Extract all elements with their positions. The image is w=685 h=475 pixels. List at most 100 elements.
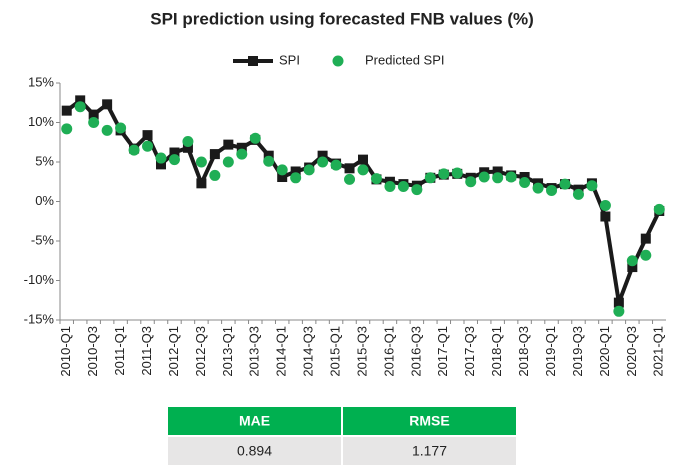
x-tick-label: 2020-Q1 xyxy=(597,326,612,377)
predicted-point xyxy=(249,132,261,144)
x-tick-label: 2012-Q1 xyxy=(166,326,181,377)
spi-marker xyxy=(169,147,180,158)
y-tick-label: 5% xyxy=(35,153,54,168)
table-header: MAE xyxy=(239,413,270,429)
spi-marker xyxy=(223,139,234,150)
spi-marker xyxy=(492,166,503,177)
x-tick-label: 2011-Q1 xyxy=(112,326,127,376)
predicted-point xyxy=(61,123,73,135)
x-tick-label: 2013-Q1 xyxy=(220,326,235,377)
predicted-point xyxy=(653,203,665,215)
spi-line xyxy=(65,97,662,311)
spi-marker xyxy=(88,109,99,120)
predicted-point xyxy=(344,173,356,185)
predicted-point xyxy=(222,156,234,168)
legend-label: SPI xyxy=(279,52,300,67)
x-tick-label: 2021-Q1 xyxy=(651,326,666,377)
y-tick-label: 0% xyxy=(35,193,54,208)
predicted-point xyxy=(182,135,194,147)
predicted-point xyxy=(599,199,611,211)
legend-marker xyxy=(332,55,344,67)
x-tick-label: 2017-Q1 xyxy=(435,326,450,377)
table-header-cell xyxy=(343,407,516,435)
x-tick-label: 2019-Q3 xyxy=(570,326,585,377)
predicted-point xyxy=(438,168,450,180)
legend-marker xyxy=(248,56,258,66)
predicted-point xyxy=(370,173,382,185)
spi-marker xyxy=(317,150,328,161)
spi-marker xyxy=(102,99,113,110)
x-tick-label: 2015-Q3 xyxy=(354,326,369,377)
predicted-point xyxy=(559,178,571,190)
spi-marker xyxy=(277,172,288,183)
table-header-cell xyxy=(168,407,341,435)
predicted-point xyxy=(357,164,369,176)
spi-marker xyxy=(263,150,274,161)
x-tick-label: 2020-Q3 xyxy=(624,326,639,377)
predicted-point xyxy=(451,167,463,179)
y-tick-label: -10% xyxy=(24,272,55,287)
predicted-point xyxy=(115,122,127,134)
table-value: 1.177 xyxy=(412,443,447,459)
spi-marker xyxy=(519,172,530,183)
predicted-point xyxy=(155,152,167,164)
predicted-point xyxy=(101,124,113,136)
predicted-point xyxy=(532,182,544,194)
predicted-point xyxy=(465,176,477,188)
predicted-point xyxy=(128,144,140,156)
predicted-point xyxy=(546,184,558,196)
y-tick-label: 15% xyxy=(28,74,54,89)
predicted-point xyxy=(142,140,154,152)
table-value: 0.894 xyxy=(237,443,272,459)
predicted-point xyxy=(317,156,329,168)
x-tick-label: 2011-Q3 xyxy=(139,326,154,376)
predicted-point xyxy=(209,169,221,181)
predicted-point xyxy=(290,172,302,184)
predicted-point xyxy=(263,155,275,167)
spi-marker xyxy=(61,105,72,116)
predicted-point xyxy=(640,249,652,261)
x-tick-label: 2016-Q3 xyxy=(408,326,423,377)
spi-marker xyxy=(196,178,207,189)
predicted-point xyxy=(586,180,598,192)
spi-marker xyxy=(142,130,153,141)
spi-marker xyxy=(290,166,301,177)
predicted-point xyxy=(74,101,86,113)
predicted-point xyxy=(88,117,100,128)
x-tick-label: 2014-Q1 xyxy=(274,326,289,377)
spi-marker xyxy=(156,159,166,170)
predicted-point xyxy=(626,255,638,267)
spi-marker xyxy=(627,262,638,273)
predicted-point xyxy=(384,180,396,192)
x-tick-label: 2012-Q3 xyxy=(193,326,208,377)
spi-marker xyxy=(613,297,624,308)
predicted-point xyxy=(236,148,248,160)
spi-marker xyxy=(344,163,355,174)
y-tick-label: -5% xyxy=(31,232,55,247)
x-tick-label: 2010-Q3 xyxy=(85,326,100,377)
table-cell xyxy=(168,437,341,465)
predicted-point xyxy=(397,180,409,192)
predicted-point xyxy=(478,171,490,183)
predicted-point xyxy=(168,154,180,166)
x-tick-label: 2016-Q1 xyxy=(381,326,396,377)
spi-marker xyxy=(182,142,193,153)
table-cell xyxy=(343,437,516,465)
predicted-point xyxy=(303,164,315,176)
spi-marker xyxy=(75,95,86,106)
spi-marker xyxy=(600,211,611,222)
predicted-point xyxy=(519,177,531,189)
predicted-point xyxy=(330,159,342,171)
predicted-point xyxy=(424,172,436,184)
predicted-point xyxy=(195,156,207,168)
table-header: RMSE xyxy=(409,413,449,429)
x-tick-label: 2010-Q1 xyxy=(58,326,73,377)
spi-marker xyxy=(236,142,247,153)
chart-title: SPI prediction using forecasted FNB valu… xyxy=(150,9,534,28)
x-tick-label: 2017-Q3 xyxy=(462,326,477,377)
x-tick-label: 2019-Q1 xyxy=(543,326,558,377)
x-tick-label: 2018-Q3 xyxy=(516,326,531,377)
x-tick-label: 2014-Q3 xyxy=(301,326,316,377)
spi-marker xyxy=(640,233,651,244)
predicted-point xyxy=(276,164,288,176)
